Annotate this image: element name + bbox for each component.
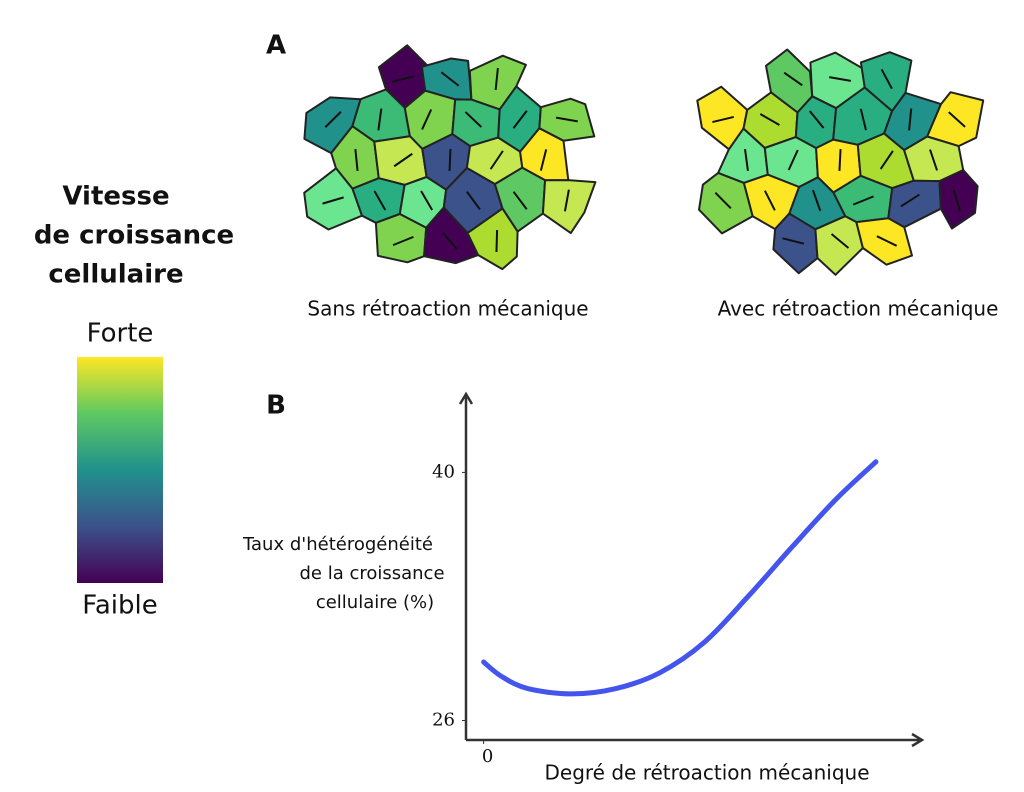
- cell-axis: [563, 189, 570, 212]
- panel-caption: Sans rétroaction mécanique: [307, 297, 588, 321]
- cell-axis: [714, 191, 732, 210]
- cell-panel: [696, 48, 985, 276]
- cell-axis: [420, 190, 434, 211]
- cell-axis: [744, 148, 749, 172]
- cell-axis: [763, 190, 776, 211]
- cell-axis: [929, 149, 938, 171]
- cell: [855, 217, 913, 266]
- x-axis-label: Degré de rétroaction mécanique: [544, 761, 869, 785]
- panel-label: B: [266, 391, 286, 421]
- colorbar-low: Faible: [82, 591, 157, 621]
- cell-axis: [712, 115, 735, 124]
- cell-axis: [421, 109, 433, 130]
- cell-axis: [466, 191, 481, 210]
- cell-axis: [440, 71, 460, 87]
- cell-axis: [808, 110, 825, 129]
- panel-caption: Avec rétroaction mécanique: [718, 297, 999, 321]
- cell-axis: [322, 196, 344, 205]
- y-tick-label: 40: [432, 461, 455, 482]
- cell-axis: [393, 152, 413, 168]
- cell-axis: [377, 108, 383, 131]
- cell: [938, 169, 979, 230]
- panel-label: A: [266, 31, 286, 61]
- cell-axis: [783, 71, 803, 87]
- axes: [458, 391, 925, 748]
- y-tick-label: 26: [432, 710, 455, 731]
- cell-axis: [879, 150, 894, 170]
- cell-axis: [787, 149, 799, 171]
- colorbar-title: cellulaire: [48, 260, 183, 290]
- colorbar: [77, 357, 163, 583]
- cell-axis: [373, 190, 387, 211]
- cell-axis: [495, 229, 499, 253]
- cell-axis: [555, 116, 578, 123]
- cell-axis: [830, 233, 850, 249]
- cell-axis: [324, 111, 342, 128]
- colorbar-high: Forte: [87, 319, 154, 349]
- cell-axis: [512, 110, 528, 129]
- cell-axis: [512, 191, 528, 210]
- cell-axis: [876, 235, 898, 247]
- cell-axis: [908, 108, 913, 131]
- cell-axis: [952, 189, 962, 212]
- cell-axis: [948, 111, 966, 128]
- cell-axis: [880, 68, 893, 90]
- cell-axis: [489, 150, 504, 170]
- cell-axis: [539, 149, 548, 171]
- cell-axis: [448, 148, 452, 172]
- cell-axis: [900, 193, 920, 208]
- y-axis-label: Taux d'hétérogénéité: [242, 534, 433, 555]
- cell-axis: [759, 113, 780, 126]
- data-line: [481, 459, 879, 697]
- cell: [541, 179, 597, 235]
- cell-axis: [354, 148, 359, 172]
- cell: [466, 207, 519, 271]
- line-chart: Taux d'hétérogénéité de la croissance ce…: [242, 391, 925, 785]
- cell-axis: [838, 148, 842, 172]
- x-tick-label: 0: [482, 746, 493, 767]
- cell-panel: [303, 44, 597, 271]
- cell-axis: [828, 76, 852, 82]
- cell-axis: [494, 67, 499, 91]
- colorbar-title: de croissance: [34, 221, 234, 251]
- cell-axis: [852, 195, 874, 206]
- cell-panels: [303, 44, 985, 276]
- cell: [887, 179, 942, 229]
- cell-axis: [392, 235, 414, 247]
- cell-axis: [811, 189, 822, 212]
- cell-axis: [442, 232, 458, 250]
- cell-axis: [782, 237, 805, 245]
- cell-axis: [464, 111, 483, 128]
- y-axis-label: de la croissance: [299, 563, 444, 584]
- cell-axis: [392, 75, 415, 83]
- y-axis-label: cellulaire (%): [316, 592, 434, 613]
- cell-axis: [859, 108, 867, 131]
- colorbar-title: Vitesse: [62, 182, 169, 212]
